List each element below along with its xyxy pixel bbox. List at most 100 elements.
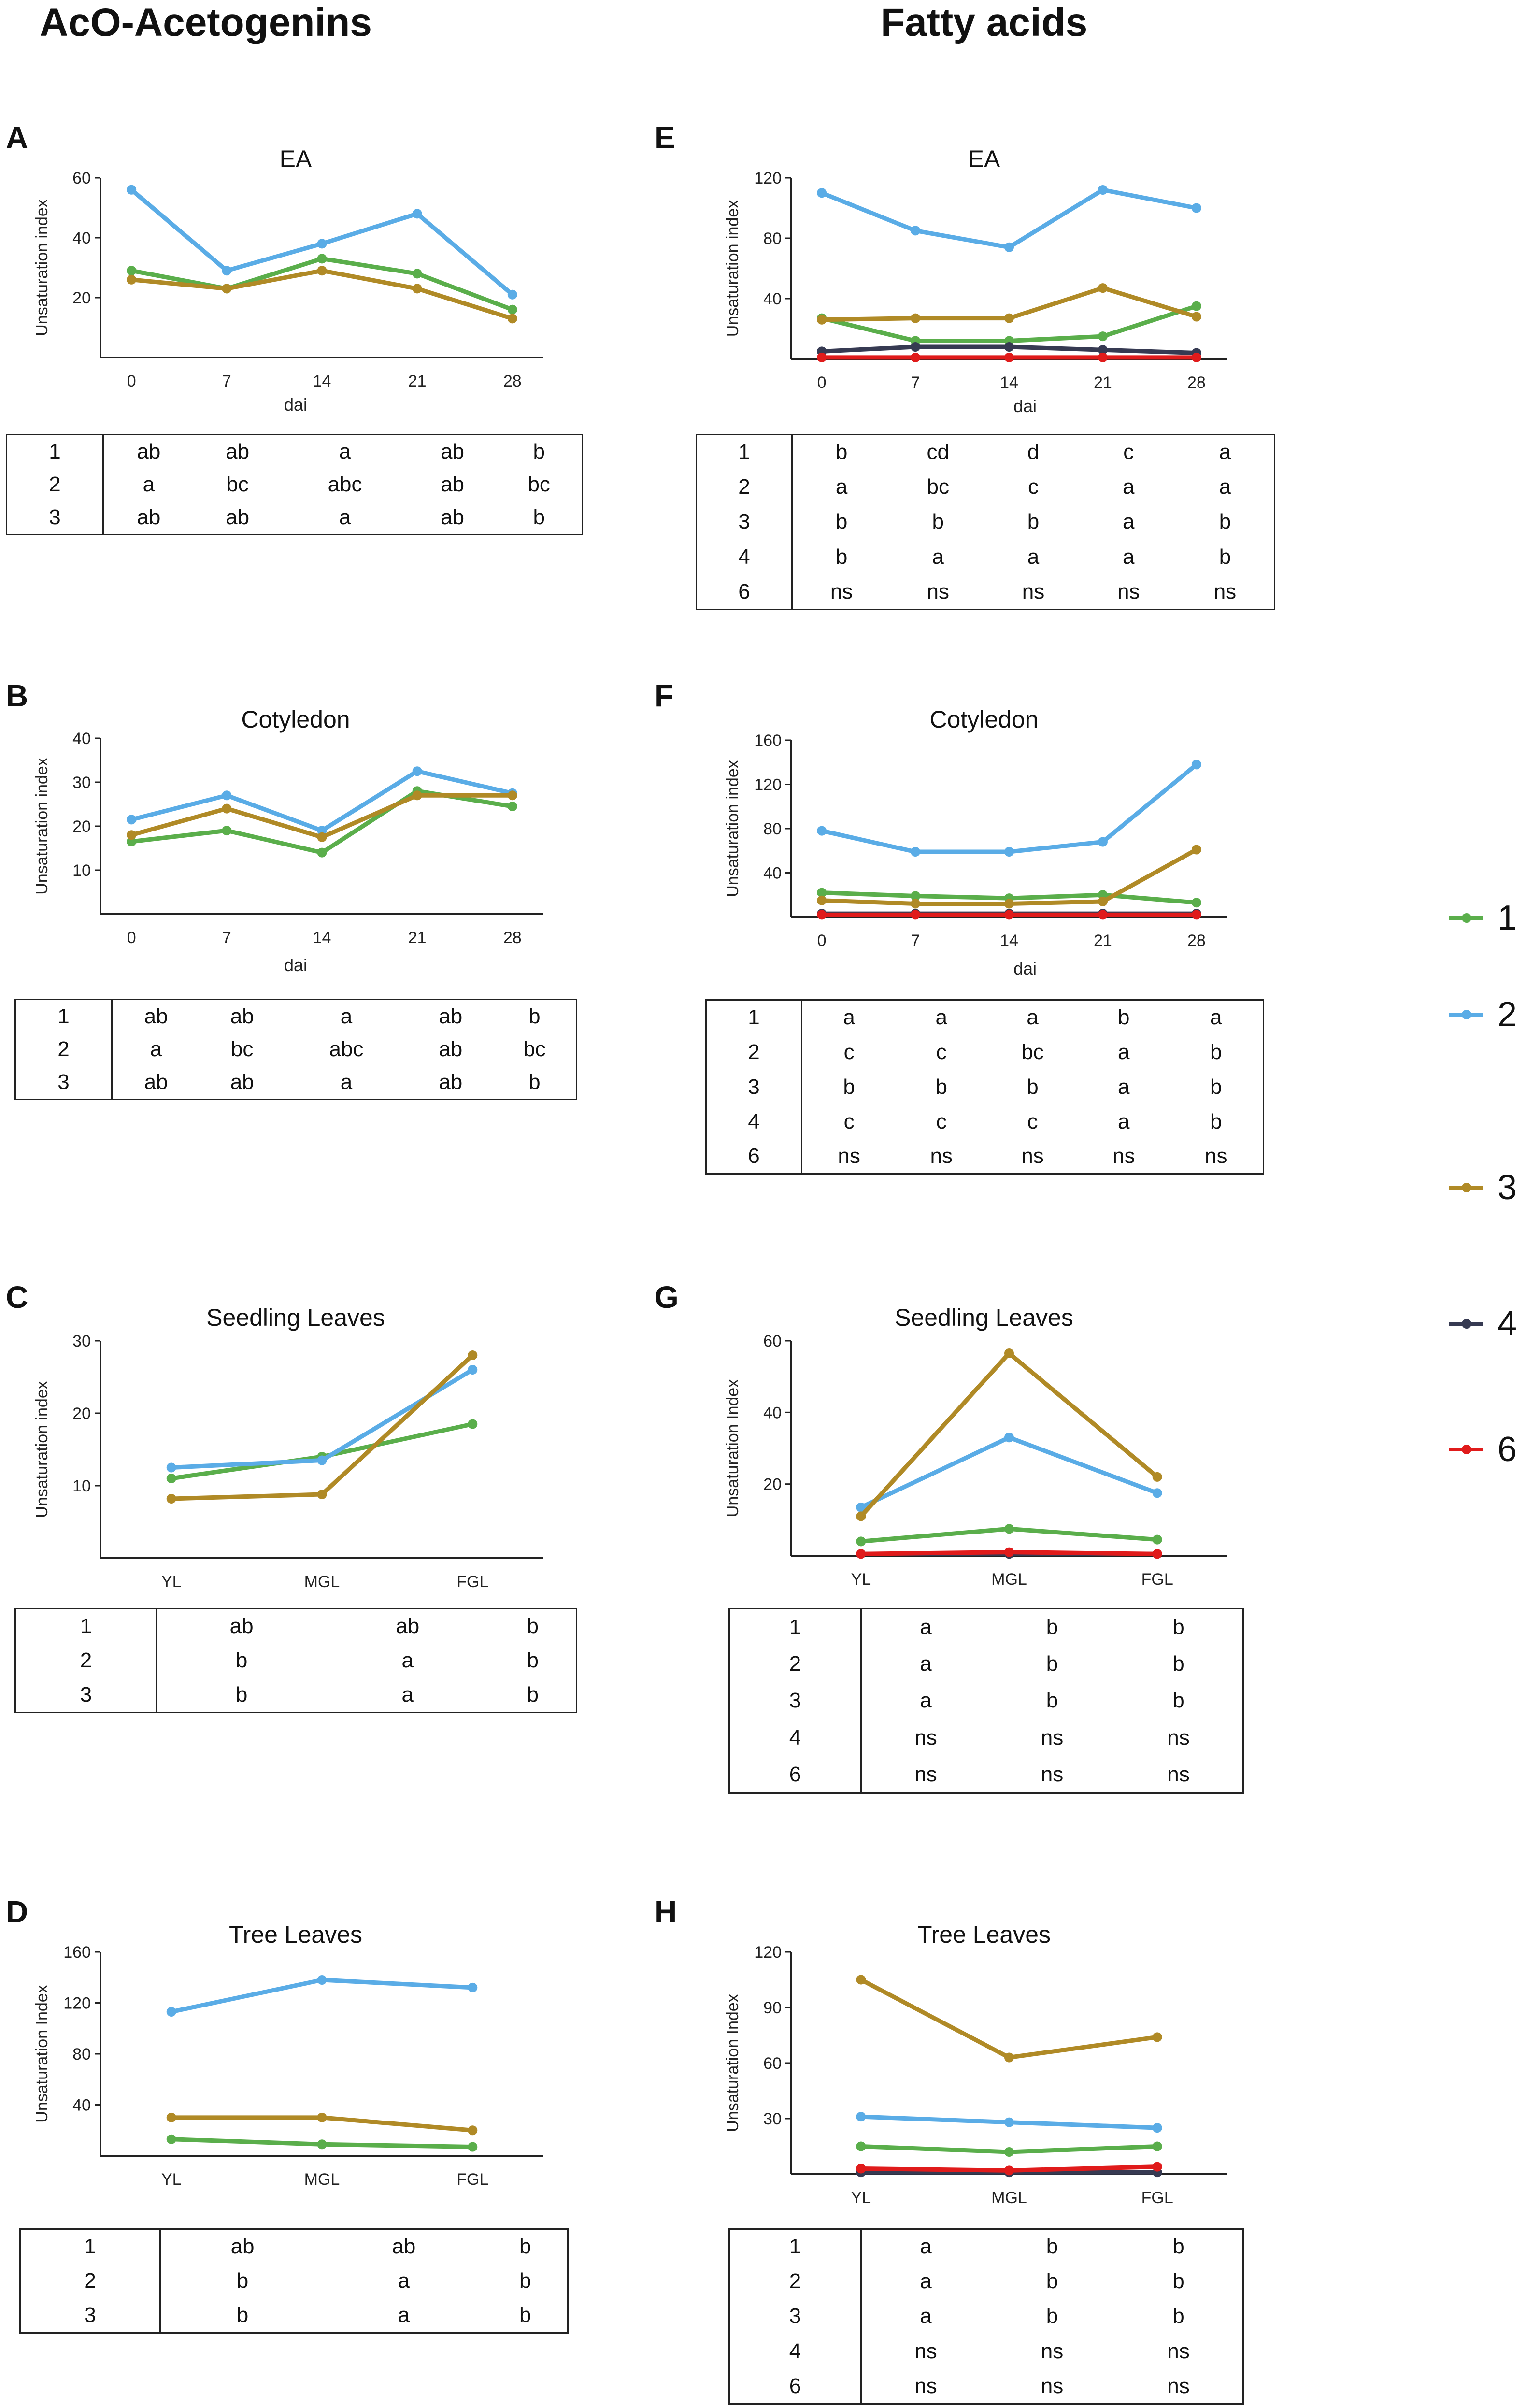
data-point-3 [817, 895, 827, 905]
significance-cell: ab [230, 1070, 254, 1094]
group-label: 2 [706, 1034, 802, 1070]
significance-cell: a [150, 1037, 162, 1061]
significance-cell: ns [914, 2374, 937, 2398]
significance-cell: ab [137, 439, 161, 463]
significance-cell: ab [230, 1004, 254, 1028]
significance-cell: b [1046, 2269, 1058, 2293]
significance-cell: b [236, 2303, 249, 2327]
group-label: 6 [729, 2369, 862, 2404]
significance-cell: bc [230, 1037, 254, 1061]
significance-cell: b [1046, 2235, 1058, 2259]
significance-cell: a [1122, 545, 1135, 569]
data-point-3 [1152, 1472, 1162, 1482]
panel-letter-g: G [655, 1280, 679, 1315]
x-tick-label: MGL [304, 1573, 340, 1591]
significance-cell: a [401, 1682, 414, 1706]
data-point-3 [911, 313, 921, 323]
table-row: 6 ns ns ns ns ns [706, 1139, 1264, 1174]
data-point-1 [911, 891, 921, 901]
chart-title-d: Tree Leaves [228, 1921, 363, 1948]
significance-cell: ab [439, 1070, 463, 1094]
group-label: 3 [15, 1677, 157, 1713]
table-row: 2 a b b [729, 2264, 1243, 2299]
group-label: 1 [729, 1608, 862, 1646]
data-point-6 [1152, 1549, 1162, 1559]
x-tick-label: 28 [503, 929, 522, 947]
significance-cell: a [1122, 510, 1135, 534]
data-point-1 [166, 2134, 176, 2144]
significance-cell: a [1210, 1005, 1222, 1030]
significance-cell: ns [1167, 2374, 1190, 2398]
significance-cell: b [1172, 2235, 1184, 2259]
y-axis-label-e: Unsaturation index [724, 200, 742, 337]
group-label: 1 [15, 999, 113, 1033]
significance-cell: bc [1021, 1040, 1044, 1064]
data-point-3 [856, 1975, 866, 1985]
data-point-6 [1191, 910, 1201, 920]
significance-cell: b [843, 1075, 855, 1099]
data-point-6 [1004, 352, 1014, 362]
chart-h: 30 60 90 120 YL MGL FGL Unsaturation Index [724, 1943, 1227, 2207]
significance-cell: b [533, 439, 545, 463]
y-tick-label: 80 [72, 2045, 91, 2064]
significance-cell: b [528, 1070, 541, 1094]
chart-f: 40 80 120 160 0 7 14 21 28 dai Unsaturation index [724, 731, 1227, 978]
legend-label: 6 [1497, 1430, 1517, 1469]
group-label: 2 [729, 1645, 862, 1683]
data-point-2 [1004, 1433, 1014, 1443]
group-label: 2 [15, 1032, 113, 1066]
data-point-2 [222, 790, 232, 801]
significance-cell: b [1046, 1652, 1058, 1676]
series-line-2 [819, 187, 1199, 250]
series-line-3 [858, 1978, 1160, 2060]
significance-cell: b [1046, 2304, 1058, 2328]
group-label: 4 [729, 2334, 862, 2369]
y-axis-label-b: Unsaturation index [33, 758, 51, 895]
series-line-2 [819, 762, 1199, 854]
group-label: 1 [20, 2229, 161, 2264]
x-tick-label: 14 [313, 372, 331, 390]
significance-cell: c [1027, 475, 1039, 499]
group-label: 1 [6, 434, 104, 468]
significance-cell: b [235, 1648, 248, 1672]
group-label: 1 [15, 1608, 157, 1644]
significance-cell: ns [927, 579, 949, 603]
legend-swatch-dot [1462, 1010, 1471, 1019]
data-point-1 [1191, 301, 1201, 311]
panel-letter-b: B [6, 678, 29, 713]
data-point-1 [468, 1419, 478, 1429]
x-tick-label: FGL [1141, 2189, 1173, 2207]
chart-e: 40 80 120 0 7 14 21 28 dai Unsaturation index [724, 169, 1227, 416]
x-axis-label-f: dai [1013, 959, 1037, 978]
data-point-1 [856, 2141, 866, 2151]
group-label: 1 [706, 1000, 802, 1035]
significance-cell: b [519, 2235, 531, 2259]
group-label: 2 [729, 2264, 862, 2299]
data-point-3 [166, 1494, 176, 1504]
significance-cell: a [1027, 545, 1040, 569]
y-axis-label-a: Unsaturation index [33, 199, 51, 336]
x-tick-label: 0 [127, 372, 136, 390]
series-line-3 [169, 1353, 475, 1501]
y-tick-label: 40 [72, 2096, 91, 2115]
data-point-6 [817, 352, 827, 362]
significance-cell: ab [226, 505, 250, 530]
data-point-2 [507, 289, 517, 300]
table-row: 6 ns ns ns ns ns [696, 574, 1275, 610]
significance-cell: b [1219, 510, 1231, 534]
group-label: 2 [15, 1643, 157, 1678]
data-point-2 [1191, 760, 1201, 770]
significance-cell: ns [1167, 1762, 1190, 1786]
legend-item-2: 2 [1449, 995, 1526, 1034]
data-point-2 [856, 1502, 866, 1512]
significance-cell: c [843, 1040, 855, 1064]
significance-cell: a [340, 1070, 353, 1094]
data-point-3 [856, 1511, 866, 1521]
data-point-3 [317, 266, 327, 276]
data-point-2 [412, 209, 422, 219]
significance-cell: abc [329, 1037, 364, 1061]
significance-cell: a [920, 1652, 932, 1676]
data-point-3 [468, 2125, 478, 2136]
data-point-3 [507, 790, 517, 801]
y-tick-label: 30 [763, 2110, 782, 2128]
